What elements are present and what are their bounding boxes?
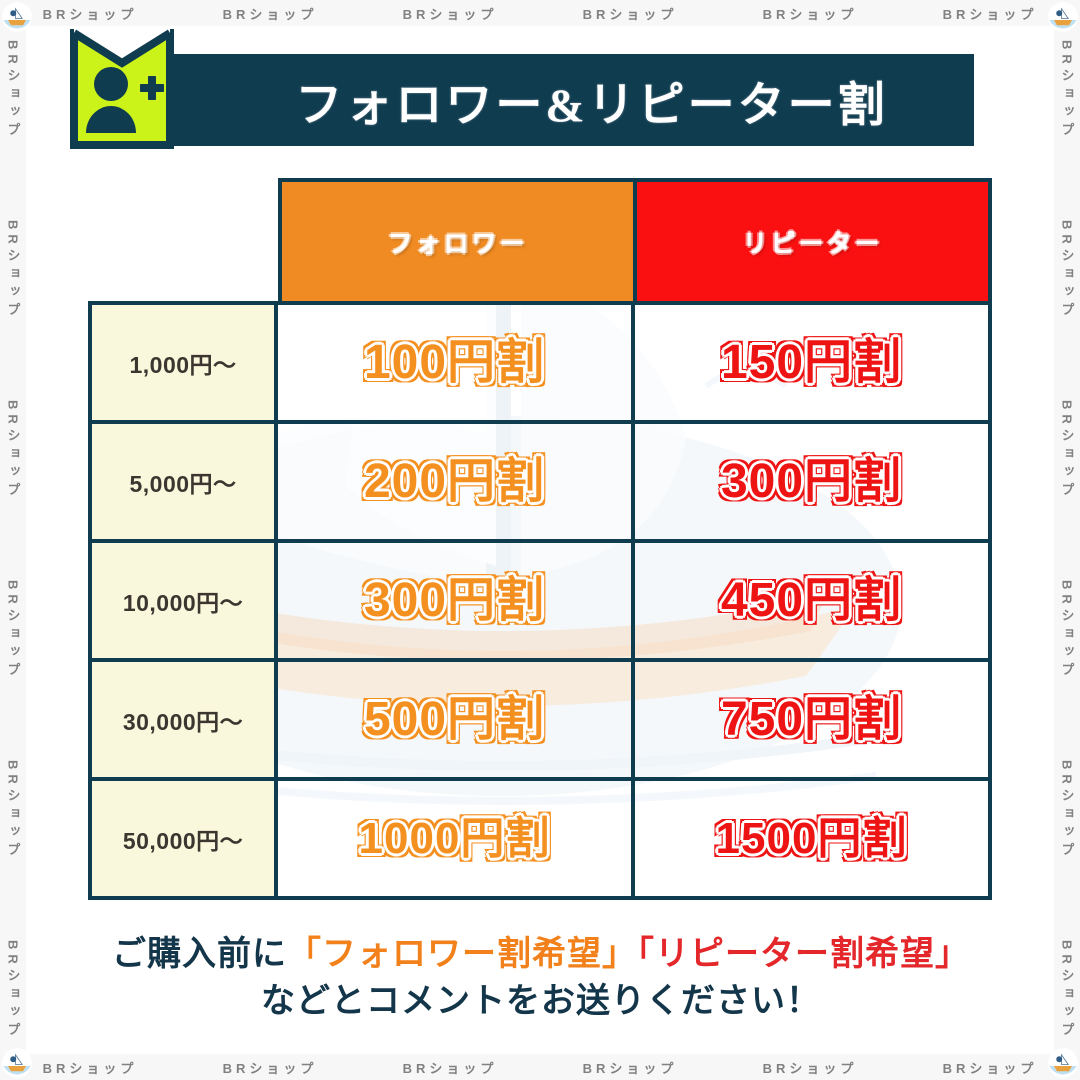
row-repeater-value: 750円割 <box>720 692 903 746</box>
watermark-text: BRショップ <box>42 1060 138 1076</box>
table-row: 1,000円〜 100円割 150円割 <box>88 301 992 424</box>
boat-logo <box>1048 2 1078 32</box>
watermark-text: BRショップ <box>5 399 21 501</box>
row-repeater-value: 450円割 <box>720 573 903 627</box>
row-repeater-value: 300円割 <box>720 454 903 508</box>
row-tier-cell: 1,000円〜 <box>88 301 278 424</box>
row-follower-cell: 100円割 <box>274 301 635 424</box>
caption-line-2: などとコメントをお送りください！ <box>261 981 821 1020</box>
watermark-text: BRショップ <box>1059 219 1075 321</box>
row-repeater-value: 1500円割 <box>715 813 908 863</box>
row-repeater-cell: 150円割 <box>631 301 992 424</box>
watermark-text: BRショップ <box>1059 759 1075 861</box>
column-header-repeater-label: リピーター <box>742 229 883 258</box>
watermark-strip-bottom: BRショップ BRショップ BRショップ BRショップ BRショップ BRショップ <box>0 1054 1080 1080</box>
watermark-text: BRショップ <box>762 1060 858 1076</box>
row-follower-value: 300円割 <box>363 573 546 627</box>
add-person-icon <box>70 29 174 149</box>
table-row: 5,000円〜 200円割 300円割 <box>88 420 992 543</box>
watermark-text: BRショップ <box>1059 39 1075 141</box>
caption-prefix: ご購入前に <box>112 935 287 973</box>
column-header-follower-label: フォロワー <box>387 229 528 258</box>
row-tier-cell: 50,000円〜 <box>88 777 278 900</box>
watermark-text: BRショップ <box>5 219 21 321</box>
footer-caption: ご購入前に「フォロワー割希望」「リピーター割希望」 などとコメントをお送りくださ… <box>66 931 1016 1025</box>
watermark-text: BRショップ <box>582 6 678 22</box>
column-header-repeater: リピーター <box>633 178 992 305</box>
watermark-text: BRショップ <box>582 1060 678 1076</box>
watermark-text: BRショップ <box>5 579 21 681</box>
row-tier-label: 10,000円〜 <box>122 589 244 616</box>
row-tier-label: 5,000円〜 <box>129 470 237 497</box>
caption-repeater-term: 「リピーター割希望」 <box>637 935 970 973</box>
caption-follower-term: 「フォロワー割希望」 <box>287 935 637 973</box>
boat-logo <box>2 1048 32 1078</box>
table-row: 50,000円〜 1000円割 1500円割 <box>88 777 992 900</box>
watermark-text: BRショップ <box>5 39 21 141</box>
watermark-text: BRショップ <box>222 1060 318 1076</box>
discount-table: フォロワー リピーター 1,000円〜 100円割 150円割 5,000円〜 … <box>88 178 992 900</box>
watermark-text: BRショップ <box>942 6 1038 22</box>
row-tier-label: 30,000円〜 <box>122 708 244 735</box>
row-follower-value: 500円割 <box>363 692 546 746</box>
watermark-text: BRショップ <box>1059 939 1075 1041</box>
row-repeater-value: 150円割 <box>720 335 903 389</box>
row-follower-cell: 500円割 <box>274 658 635 781</box>
row-tier-label: 50,000円〜 <box>122 827 244 854</box>
watermark-text: BRショップ <box>42 6 138 22</box>
table-corner-cell <box>88 178 278 305</box>
poster-canvas: フォロワー&リピーター割 フォロワー リピーター 1,000円〜 100円割 1… <box>26 26 1054 1054</box>
row-tier-cell: 10,000円〜 <box>88 539 278 662</box>
watermark-text: BRショップ <box>1059 399 1075 501</box>
table-row: 10,000円〜 300円割 450円割 <box>88 539 992 662</box>
watermark-strip-right: BRショップ BRショップ BRショップ BRショップ BRショップ BRショップ <box>1054 0 1080 1080</box>
row-repeater-cell: 750円割 <box>631 658 992 781</box>
watermark-text: BRショップ <box>5 759 21 861</box>
row-follower-cell: 1000円割 <box>274 777 635 900</box>
row-follower-value: 100円割 <box>363 335 546 389</box>
row-repeater-cell: 1500円割 <box>631 777 992 900</box>
watermark-text: BRショップ <box>402 1060 498 1076</box>
watermark-text: BRショップ <box>402 6 498 22</box>
watermark-strip-top: BRショップ BRショップ BRショップ BRショップ BRショップ BRショップ <box>0 0 1080 26</box>
watermark-text: BRショップ <box>1059 579 1075 681</box>
header-bar: フォロワー&リピーター割 <box>169 54 974 146</box>
row-follower-cell: 300円割 <box>274 539 635 662</box>
watermark-text: BRショップ <box>942 1060 1038 1076</box>
boat-logo <box>2 2 32 32</box>
watermark-strip-left: BRショップ BRショップ BRショップ BRショップ BRショップ BRショップ <box>0 0 26 1080</box>
row-follower-cell: 200円割 <box>274 420 635 543</box>
boat-logo <box>1048 1048 1078 1078</box>
watermark-text: BRショップ <box>222 6 318 22</box>
table-row: 30,000円〜 500円割 750円割 <box>88 658 992 781</box>
watermark-text: BRショップ <box>762 6 858 22</box>
caption-line-1: ご購入前に「フォロワー割希望」「リピーター割希望」 <box>66 931 1016 978</box>
row-tier-cell: 5,000円〜 <box>88 420 278 543</box>
header-banner: フォロワー&リピーター割 <box>70 29 974 159</box>
row-follower-value: 1000円割 <box>358 813 551 863</box>
column-header-follower: フォロワー <box>278 178 637 305</box>
row-tier-label: 1,000円〜 <box>129 351 237 378</box>
row-follower-value: 200円割 <box>363 454 546 508</box>
table-header-row: フォロワー リピーター <box>88 178 992 305</box>
row-repeater-cell: 300円割 <box>631 420 992 543</box>
page-title: フォロワー&リピーター割 <box>295 79 888 132</box>
row-repeater-cell: 450円割 <box>631 539 992 662</box>
watermark-text: BRショップ <box>5 939 21 1041</box>
row-tier-cell: 30,000円〜 <box>88 658 278 781</box>
